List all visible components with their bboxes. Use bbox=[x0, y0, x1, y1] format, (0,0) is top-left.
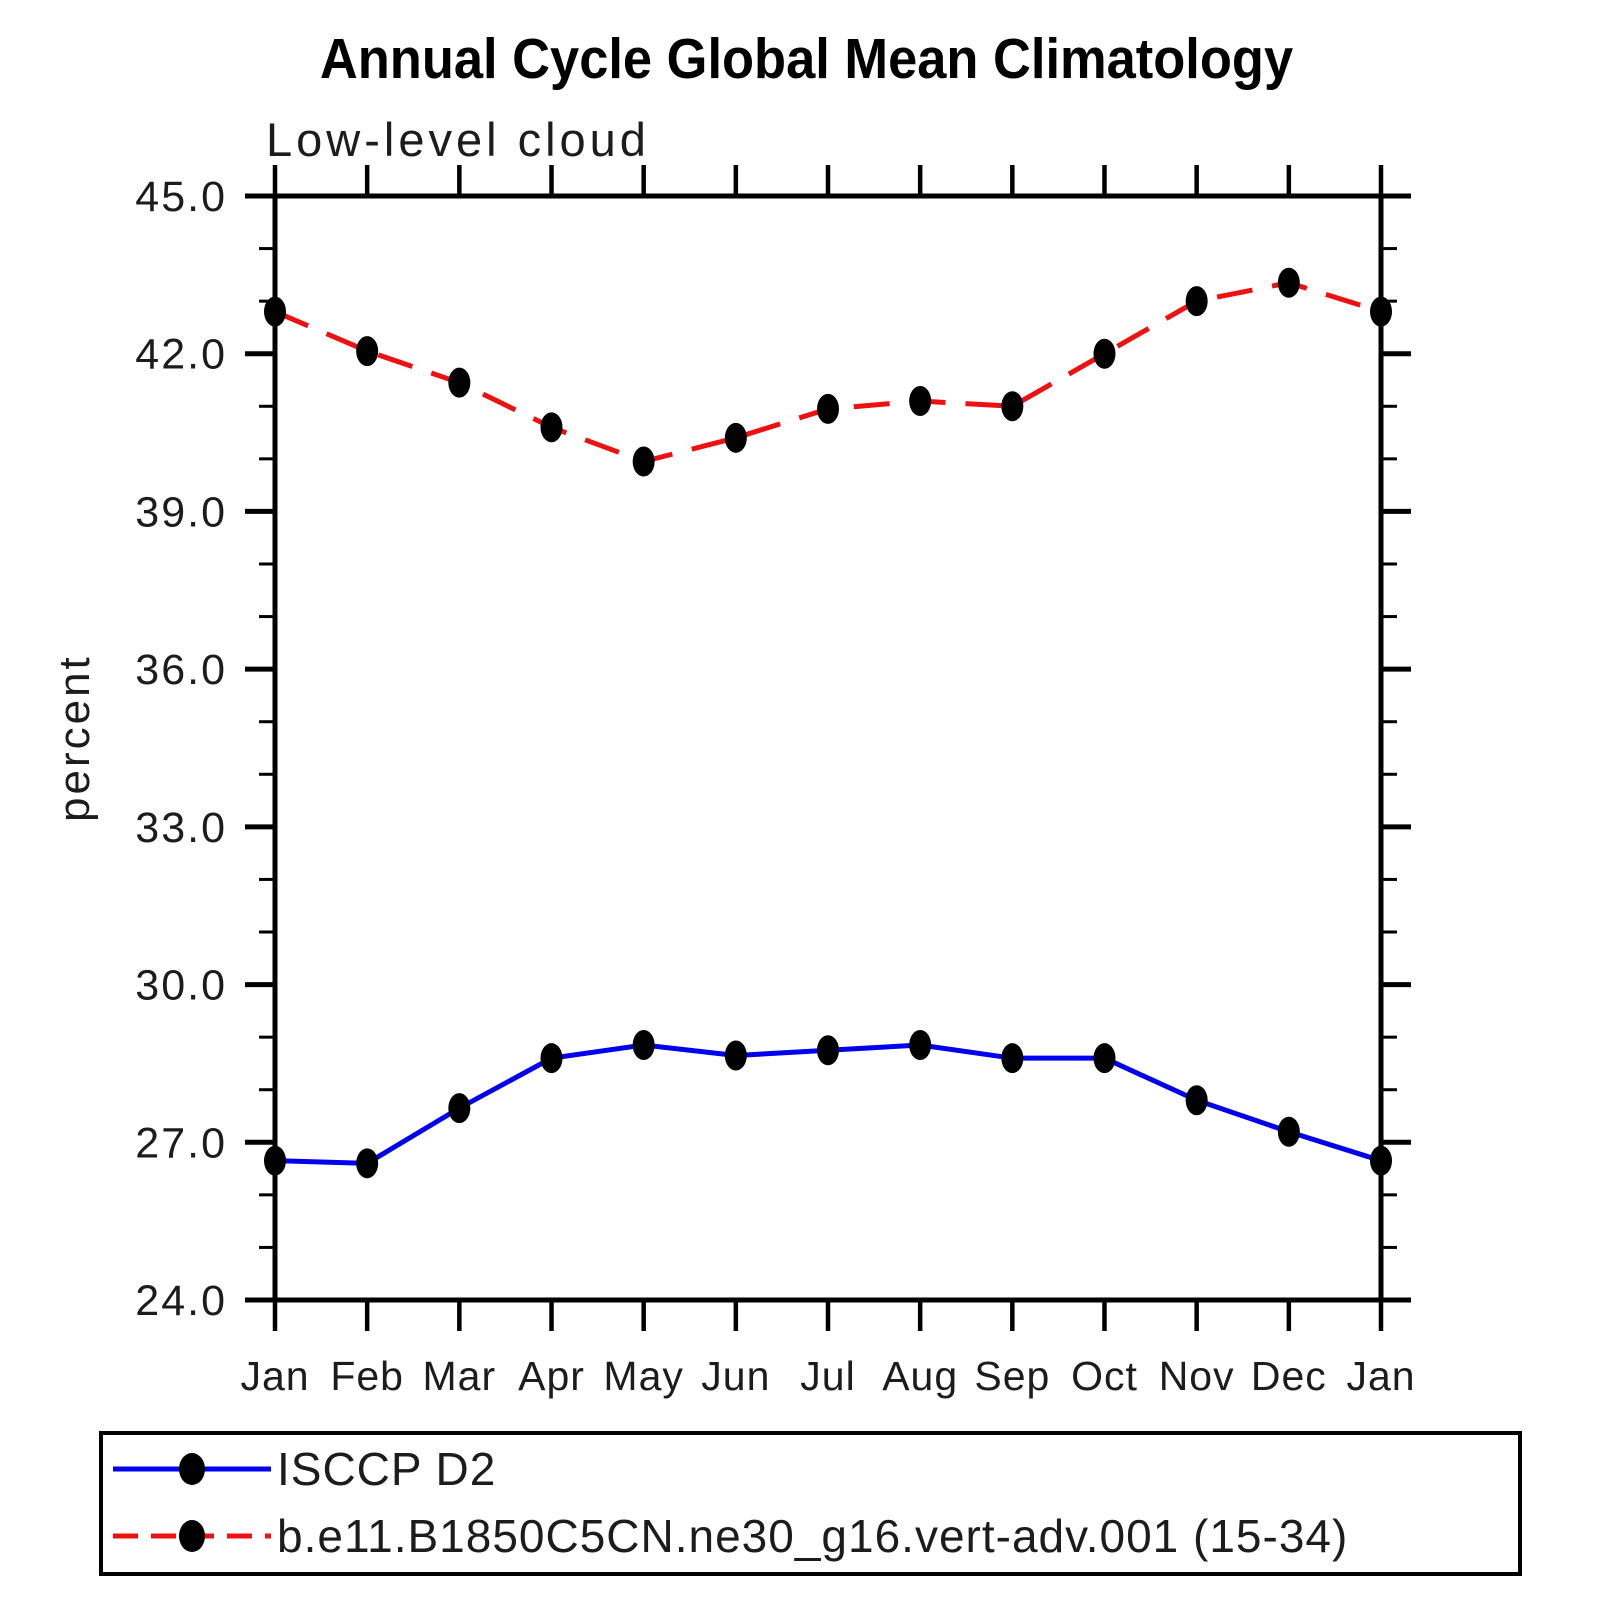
legend-item-isccp-d2: ISCCP D2 bbox=[109, 1443, 496, 1495]
x-tick-label: Aug bbox=[882, 1353, 958, 1399]
legend-sample-marker bbox=[179, 1453, 205, 1485]
data-point-marker bbox=[1370, 296, 1392, 327]
data-point-marker bbox=[1001, 391, 1024, 422]
y-tick-label: 30.0 bbox=[135, 962, 227, 1010]
x-tick-label: Feb bbox=[330, 1353, 404, 1399]
legend-box: ISCCP D2 b.e11.B1850C5CN.ne30_g16.vert-a… bbox=[99, 1431, 1522, 1576]
data-point-marker bbox=[540, 1043, 563, 1074]
x-tick-label: Oct bbox=[1071, 1353, 1138, 1399]
data-point-marker bbox=[1277, 1116, 1300, 1147]
data-point-marker bbox=[264, 1145, 286, 1176]
chart-subtitle: Low-level cloud bbox=[266, 113, 650, 166]
data-point-marker bbox=[909, 386, 932, 417]
data-point-marker bbox=[1185, 1085, 1208, 1116]
x-tick-label: Apr bbox=[518, 1353, 585, 1399]
legend-label: ISCCP D2 bbox=[277, 1443, 497, 1495]
legend-item-model-run: b.e11.B1850C5CN.ne30_g16.vert-adv.001 (1… bbox=[109, 1510, 1348, 1562]
chart-title: Annual Cycle Global Mean Climatology bbox=[319, 27, 1294, 91]
data-point-marker bbox=[1093, 338, 1116, 369]
x-tick-label: Jan bbox=[1346, 1353, 1415, 1399]
data-point-marker bbox=[448, 1093, 471, 1124]
data-point-marker bbox=[1093, 1043, 1116, 1074]
data-point-marker bbox=[909, 1030, 932, 1061]
series-line-1 bbox=[274, 280, 1382, 465]
y-tick-label: 24.0 bbox=[135, 1277, 227, 1325]
data-point-marker bbox=[817, 1035, 839, 1066]
x-tick-label: Jun bbox=[701, 1353, 770, 1399]
x-tick-label: Dec bbox=[1251, 1353, 1327, 1399]
x-tick-label: May bbox=[603, 1353, 683, 1399]
y-tick-label: 36.0 bbox=[135, 646, 227, 694]
y-tick-label: 42.0 bbox=[135, 331, 227, 379]
legend-label: b.e11.B1850C5CN.ne30_g16.vert-adv.001 (1… bbox=[277, 1510, 1349, 1562]
y-tick-label: 39.0 bbox=[135, 488, 227, 536]
y-tick-label: 33.0 bbox=[135, 804, 227, 852]
data-point-marker bbox=[540, 412, 563, 443]
y-tick-label: 45.0 bbox=[135, 173, 227, 221]
x-tick-label: Jan bbox=[240, 1353, 309, 1399]
data-point-marker bbox=[1370, 1145, 1392, 1176]
data-point-marker bbox=[448, 367, 471, 398]
data-point-marker bbox=[264, 296, 286, 327]
x-tick-label: Nov bbox=[1159, 1353, 1235, 1399]
x-tick-label: Mar bbox=[423, 1353, 497, 1399]
axis-frame bbox=[272, 193, 1384, 1303]
data-point-marker bbox=[724, 1040, 747, 1071]
data-point-marker bbox=[632, 446, 655, 477]
data-point-marker bbox=[632, 1030, 655, 1061]
legend-line-sample-solid bbox=[113, 1453, 271, 1485]
data-point-marker bbox=[817, 393, 839, 424]
data-point-marker bbox=[724, 422, 747, 453]
data-point-marker bbox=[1277, 267, 1300, 298]
data-point-marker bbox=[356, 1148, 379, 1179]
data-point-marker bbox=[356, 336, 379, 367]
legend-sample-marker bbox=[179, 1520, 205, 1552]
data-point-marker bbox=[1001, 1043, 1024, 1074]
x-tick-label: Jul bbox=[800, 1353, 855, 1399]
data-point-marker bbox=[1185, 286, 1208, 317]
legend-line-sample-dashed bbox=[113, 1520, 271, 1552]
y-tick-label: 27.0 bbox=[135, 1119, 227, 1167]
x-tick-label: Sep bbox=[974, 1353, 1050, 1399]
